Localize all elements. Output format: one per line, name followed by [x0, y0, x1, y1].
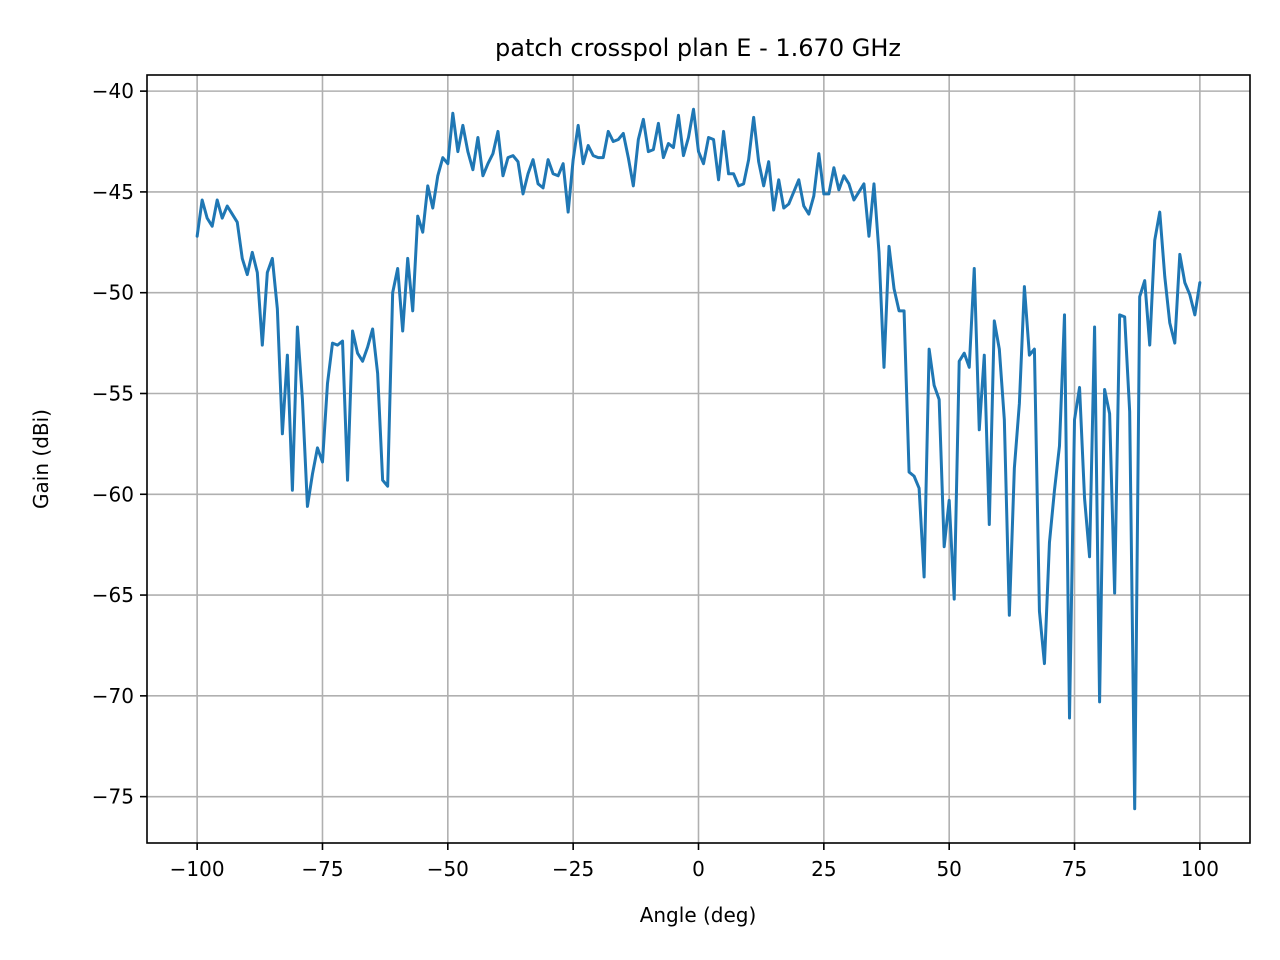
x-axis: −100 −75 −50 −25 0 25 50 75 100 [170, 843, 1219, 881]
x-tick-label: 100 [1181, 857, 1219, 881]
y-axis-label: Gain (dBi) [29, 409, 53, 509]
series-line [195, 107, 1202, 811]
y-tick-label: −70 [92, 684, 134, 708]
y-tick-label: −65 [92, 583, 134, 607]
x-tick-label: −100 [170, 857, 225, 881]
x-tick-label: −50 [427, 857, 469, 881]
y-axis: −40 −45 −50 −55 −60 −65 −70 −75 [92, 79, 147, 809]
x-tick-label: −25 [552, 857, 594, 881]
y-tick-label: −40 [92, 79, 134, 103]
y-tick-label: −60 [92, 482, 134, 506]
y-tick-label: −75 [92, 785, 134, 809]
x-axis-label: Angle (deg) [640, 903, 757, 927]
x-tick-label: 0 [692, 857, 705, 881]
y-tick-label: −50 [92, 281, 134, 305]
x-tick-label: 75 [1062, 857, 1087, 881]
x-tick-label: 50 [936, 857, 961, 881]
x-tick-label: −75 [301, 857, 343, 881]
y-tick-label: −45 [92, 180, 134, 204]
chart-title: patch crosspol plan E - 1.670 GHz [495, 34, 901, 62]
plot-line-layer [195, 107, 1202, 811]
y-tick-label: −55 [92, 381, 134, 405]
x-tick-label: 25 [811, 857, 836, 881]
